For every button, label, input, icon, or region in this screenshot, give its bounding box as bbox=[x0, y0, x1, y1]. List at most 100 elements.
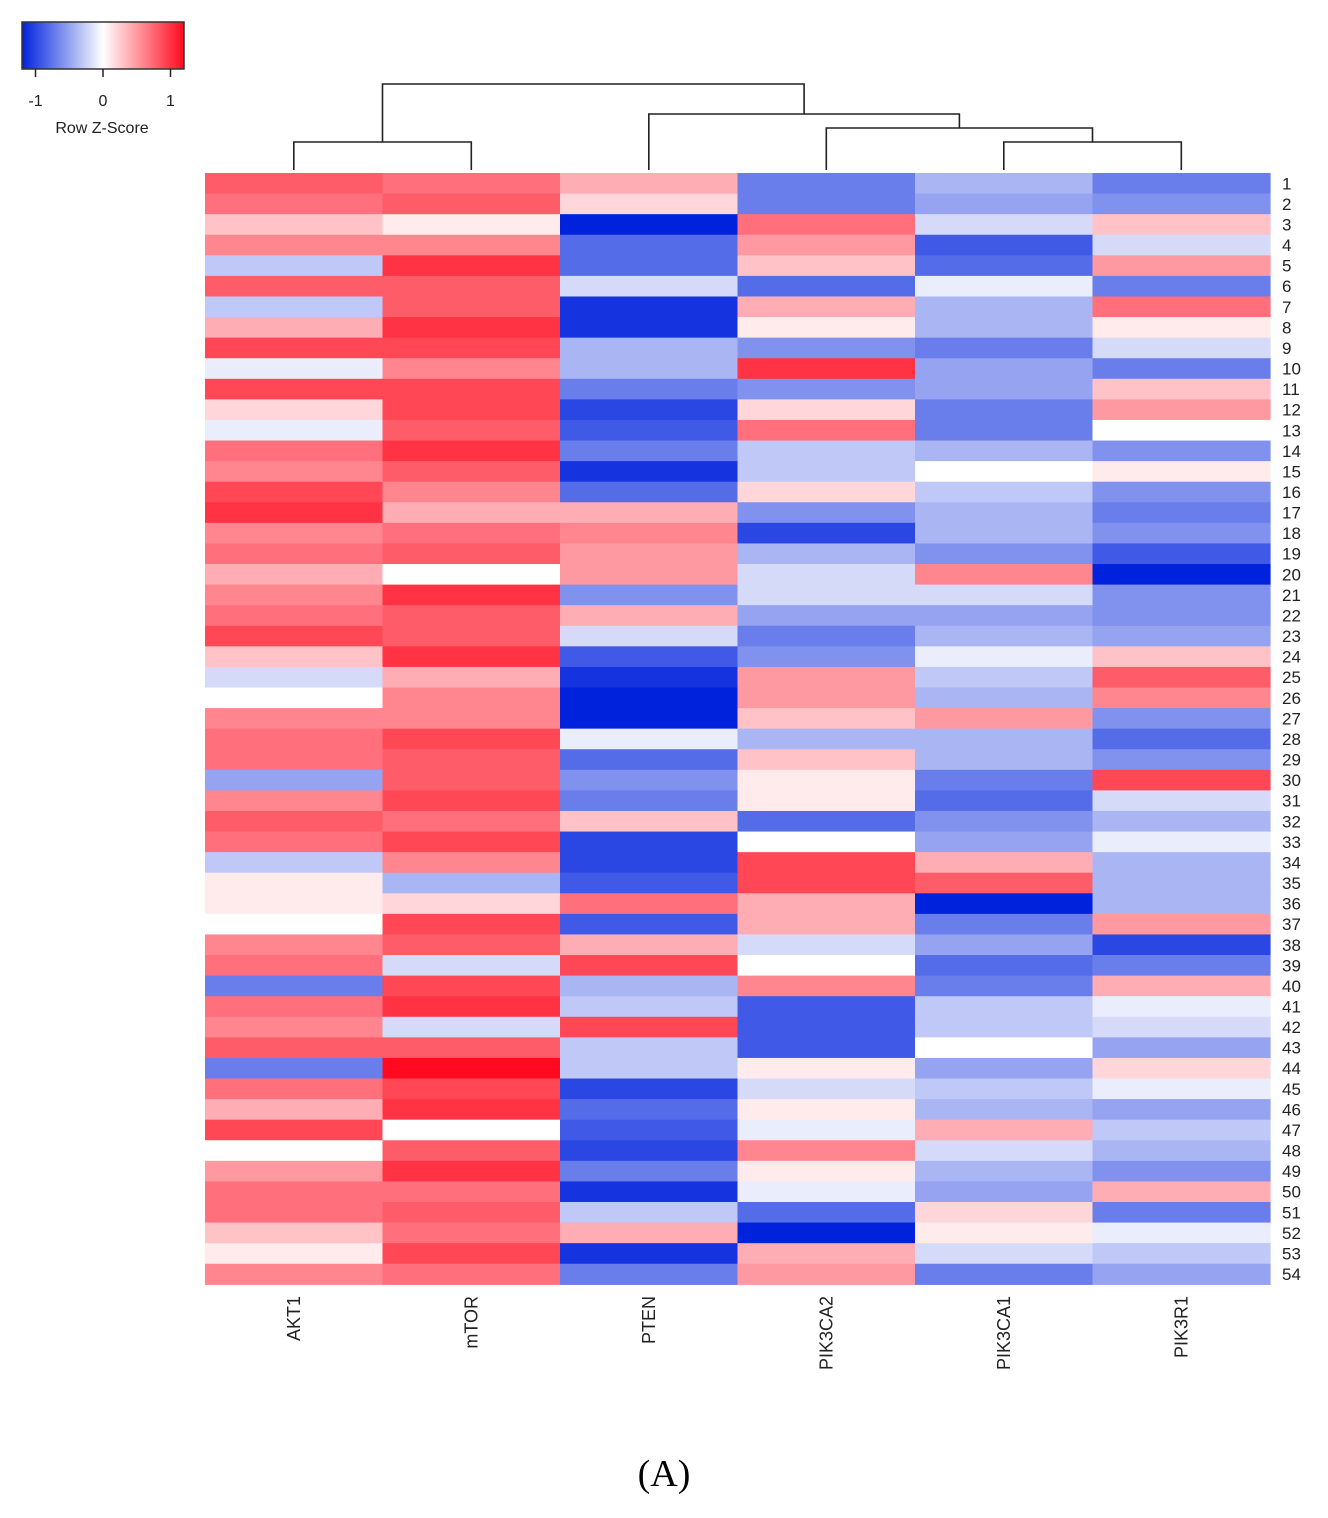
heatmap-cell bbox=[560, 358, 739, 380]
row-label: 19 bbox=[1282, 545, 1301, 564]
row-label: 35 bbox=[1282, 874, 1301, 893]
heatmap-cell bbox=[915, 913, 1094, 936]
heatmap-cell bbox=[737, 296, 916, 318]
row-label: 31 bbox=[1282, 792, 1301, 811]
heatmap-cell bbox=[915, 296, 1094, 318]
heatmap-cell bbox=[737, 955, 916, 977]
heatmap-cell bbox=[205, 1263, 384, 1285]
heatmap-cell bbox=[560, 214, 739, 236]
heatmap-cell bbox=[560, 399, 739, 421]
heatmap-cell bbox=[205, 419, 384, 442]
heatmap-cell bbox=[382, 893, 561, 915]
heatmap-cell bbox=[560, 419, 739, 442]
row-label: 43 bbox=[1282, 1039, 1301, 1058]
heatmap-cell bbox=[382, 214, 561, 236]
heatmap-cell bbox=[205, 810, 384, 833]
heatmap-cell bbox=[737, 625, 916, 647]
heatmap-cell bbox=[1092, 337, 1271, 359]
heatmap-cell bbox=[1092, 399, 1271, 421]
heatmap-cell bbox=[1092, 419, 1271, 442]
heatmap-cell bbox=[737, 1202, 916, 1224]
row-label: 54 bbox=[1282, 1265, 1301, 1284]
heatmap-cell bbox=[737, 522, 916, 545]
heatmap-cell bbox=[1092, 996, 1271, 1018]
heatmap-cell bbox=[560, 522, 739, 545]
heatmap-cell bbox=[560, 996, 739, 1018]
heatmap-cell bbox=[1092, 1243, 1271, 1265]
heatmap-cell bbox=[1092, 852, 1271, 874]
dendrogram-link bbox=[293, 141, 473, 170]
heatmap-cell bbox=[737, 605, 916, 627]
row-label: 48 bbox=[1282, 1142, 1301, 1161]
heatmap-cell bbox=[737, 1243, 916, 1265]
heatmap-cell bbox=[1092, 749, 1271, 771]
heatmap-cell bbox=[915, 1263, 1094, 1285]
heatmap-cell bbox=[205, 1119, 384, 1141]
heatmap-cell bbox=[205, 769, 384, 791]
heatmap-cell bbox=[560, 1263, 739, 1285]
dendrogram-link bbox=[381, 83, 805, 142]
heatmap-cell bbox=[560, 296, 739, 318]
heatmap-cell bbox=[1092, 728, 1271, 750]
heatmap-cell bbox=[915, 543, 1094, 565]
heatmap-cell bbox=[915, 769, 1094, 791]
heatmap-cell bbox=[560, 173, 739, 195]
heatmap-cell bbox=[382, 913, 561, 936]
row-label: 4 bbox=[1282, 236, 1291, 255]
heatmap-cell bbox=[1092, 522, 1271, 545]
dendrogram-link bbox=[1003, 141, 1183, 170]
heatmap-cell bbox=[915, 687, 1094, 709]
heatmap-cell bbox=[560, 934, 739, 956]
heatmap-cell bbox=[205, 831, 384, 853]
heatmap-cell bbox=[737, 317, 916, 339]
heatmap-cell bbox=[737, 419, 916, 442]
heatmap-cell bbox=[1092, 1160, 1271, 1183]
column-label: AKT1 bbox=[284, 1296, 304, 1341]
heatmap-cell bbox=[205, 852, 384, 874]
row-label: 9 bbox=[1282, 339, 1291, 358]
row-label: 53 bbox=[1282, 1244, 1301, 1263]
heatmap-cell bbox=[205, 543, 384, 565]
heatmap-cell bbox=[915, 605, 1094, 627]
heatmap-cell bbox=[737, 872, 916, 894]
heatmap-cell bbox=[560, 872, 739, 894]
heatmap-cell bbox=[205, 522, 384, 545]
heatmap-cell bbox=[205, 234, 384, 256]
heatmap-cell bbox=[382, 193, 561, 215]
row-label: 39 bbox=[1282, 956, 1301, 975]
heatmap-cell bbox=[737, 234, 916, 256]
heatmap-cell bbox=[382, 1222, 561, 1244]
heatmap-cell bbox=[1092, 234, 1271, 256]
heatmap-cell bbox=[915, 955, 1094, 977]
heatmap-cell bbox=[205, 214, 384, 236]
heatmap-cell bbox=[737, 1119, 916, 1141]
heatmap-cell bbox=[205, 975, 384, 997]
color-key-label: Row Z-Score bbox=[55, 120, 148, 137]
heatmap-cell bbox=[915, 502, 1094, 524]
heatmap-cell bbox=[1092, 1119, 1271, 1141]
heatmap-cell bbox=[382, 234, 561, 256]
heatmap-cell bbox=[560, 769, 739, 791]
heatmap-cell bbox=[737, 1181, 916, 1203]
heatmap-cell bbox=[560, 1078, 739, 1100]
heatmap-cell bbox=[382, 769, 561, 791]
heatmap-cell bbox=[737, 399, 916, 421]
heatmap-cell bbox=[1092, 810, 1271, 833]
heatmap-cell bbox=[737, 1078, 916, 1100]
row-label: 47 bbox=[1282, 1121, 1301, 1140]
heatmap-cell bbox=[382, 666, 561, 689]
heatmap-cell bbox=[915, 1222, 1094, 1244]
heatmap-cell bbox=[1092, 605, 1271, 627]
row-label: 36 bbox=[1282, 895, 1301, 914]
row-label: 8 bbox=[1282, 318, 1291, 337]
heatmap-cell bbox=[382, 399, 561, 421]
heatmap-cell bbox=[560, 584, 739, 606]
heatmap-cell bbox=[560, 893, 739, 915]
row-label: 42 bbox=[1282, 1018, 1301, 1037]
heatmap-cell bbox=[737, 1037, 916, 1059]
heatmap-cell bbox=[560, 749, 739, 771]
row-label: 38 bbox=[1282, 936, 1301, 955]
heatmap-cell bbox=[560, 440, 739, 462]
heatmap-cell bbox=[382, 872, 561, 894]
heatmap-cell bbox=[1092, 646, 1271, 668]
